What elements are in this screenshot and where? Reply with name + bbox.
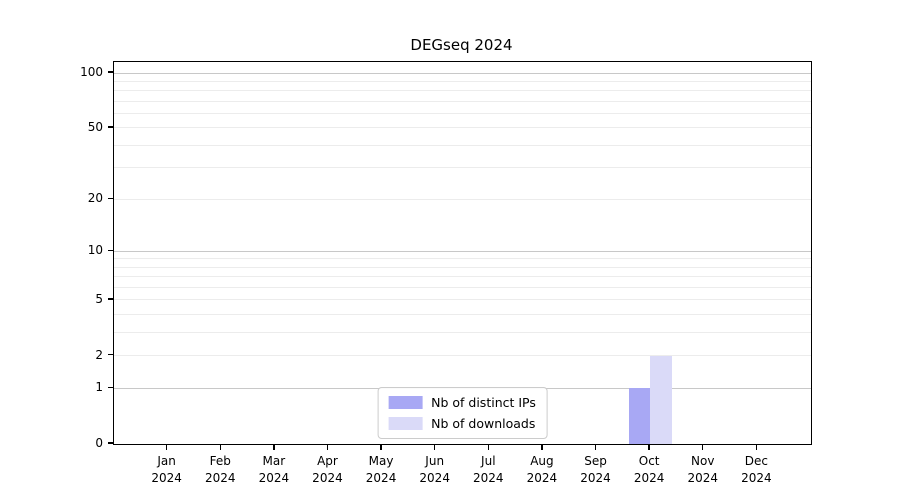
gridline-9: [114, 258, 811, 260]
y-tick-label-5: 5: [95, 291, 103, 306]
legend-label: Nb of distinct IPs: [431, 395, 536, 410]
x-tick-label-dec: Dec 2024: [741, 454, 772, 486]
x-tick-mark-may: [380, 444, 382, 450]
y-tick-mark-2: [108, 353, 113, 356]
y-tick-label-2: 2: [95, 347, 103, 362]
x-tick-mark-feb: [219, 444, 221, 450]
gridline-50: [114, 127, 811, 129]
plot-area: Nb of distinct IPs Nb of downloads: [113, 61, 812, 445]
y-tick-mark-5: [108, 298, 113, 300]
x-tick-label-sep: Sep 2024: [580, 454, 611, 486]
x-tick-mark-dec: [755, 444, 758, 450]
y-tick-label-20: 20: [87, 191, 103, 206]
x-tick-mark-apr: [326, 444, 329, 450]
y-tick-label-1: 1: [95, 380, 103, 395]
x-tick-label-aug: Aug 2024: [526, 454, 558, 486]
x-tick-label-nov: Nov 2024: [687, 454, 719, 486]
gridline-10: [114, 250, 811, 252]
x-tick-mark-jul: [487, 444, 489, 450]
x-tick-mark-oct: [648, 444, 650, 450]
gridline-7: [114, 276, 811, 278]
legend-label: Nb of downloads: [431, 416, 536, 431]
y-tick-mark-100: [108, 71, 113, 73]
bar-nb-of-downloads-oct: [650, 355, 672, 444]
legend-item: Nb of distinct IPs: [388, 395, 536, 410]
x-tick-label-jul: Jul 2024: [473, 454, 504, 486]
gridline-2: [114, 355, 811, 357]
x-tick-label-feb: Feb 2024: [204, 454, 236, 486]
gridline-20: [114, 198, 811, 200]
gridline-70: [114, 100, 811, 102]
y-tick-label-100: 100: [80, 65, 103, 80]
y-tick-label-10: 10: [87, 243, 103, 258]
chart-title: DEGseq 2024: [410, 36, 513, 54]
y-tick-mark-0: [108, 442, 113, 444]
y-tick-mark-20: [108, 197, 113, 199]
y-tick-label-50: 50: [87, 119, 103, 134]
gridline-5: [114, 299, 811, 301]
x-tick-label-jan: Jan 2024: [151, 454, 182, 486]
x-tick-label-may: May 2024: [365, 454, 397, 486]
gridline-100: [114, 72, 811, 74]
gridline-30: [114, 167, 811, 169]
y-tick-mark-10: [108, 249, 113, 251]
legend-swatch: [388, 396, 423, 409]
legend-swatch: [388, 417, 423, 430]
gridline-60: [114, 113, 811, 115]
gridline-4: [114, 314, 811, 316]
y-tick-mark-1: [108, 386, 113, 388]
gridline-6: [114, 287, 811, 289]
x-tick-label-jun: Jun 2024: [419, 454, 450, 486]
gridline-40: [114, 145, 811, 146]
gridline-90: [114, 80, 811, 82]
y-tick-mark-50: [108, 126, 113, 128]
x-tick-mark-nov: [702, 444, 704, 450]
x-tick-mark-mar: [273, 444, 275, 450]
bar-nb-of-distinct-ips-oct: [628, 388, 651, 444]
x-tick-label-apr: Apr 2024: [312, 454, 343, 486]
x-tick-mark-aug: [541, 444, 543, 450]
gridline-80: [114, 90, 811, 92]
gridline-3: [114, 332, 811, 334]
x-tick-mark-jan: [165, 444, 168, 450]
x-tick-label-oct: Oct 2024: [633, 454, 665, 486]
x-tick-label-mar: Mar 2024: [258, 454, 290, 486]
legend-item: Nb of downloads: [388, 416, 536, 431]
x-tick-mark-jun: [433, 444, 436, 450]
y-tick-label-0: 0: [95, 436, 103, 450]
legend: Nb of distinct IPs Nb of downloads: [377, 387, 548, 439]
x-tick-mark-sep: [594, 444, 597, 450]
gridline-8: [114, 266, 811, 268]
